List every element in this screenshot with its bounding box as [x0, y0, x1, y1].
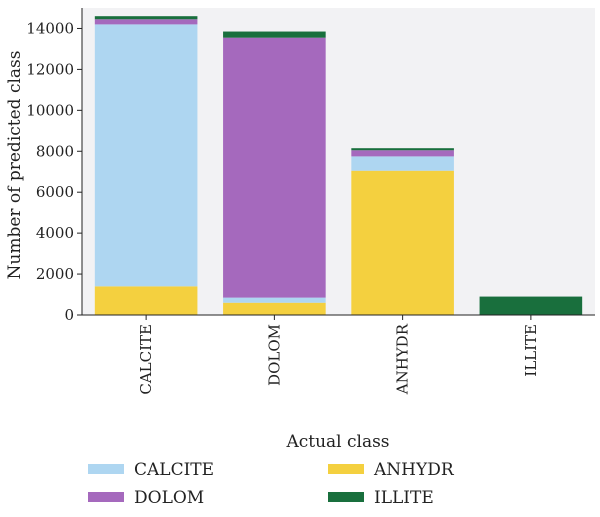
legend-label-illite: ILLITE [374, 488, 434, 508]
y-tick-label: 4000 [36, 224, 74, 242]
y-tick-label: 0 [64, 306, 74, 324]
bar-calcite-anhydr [94, 286, 198, 315]
y-axis: 0 2000 4000 6000 8000 10000 12000 14000 [26, 8, 83, 324]
y-tick-label: 14000 [26, 19, 74, 37]
y-tick-label: 6000 [36, 183, 74, 201]
bar-anhydr-calcite [351, 156, 454, 171]
x-tick-label: ANHYDR [394, 323, 412, 395]
bar-anhydr-illite [351, 148, 454, 151]
legend: CALCITE ANHYDR DOLOM ILLITE [88, 460, 455, 508]
y-tick-label: 10000 [26, 101, 74, 119]
bar-dolom-illite [223, 31, 326, 38]
y-tick-label: 12000 [26, 60, 74, 78]
legend-label-calcite: CALCITE [134, 460, 214, 480]
bar-dolom-calcite [223, 297, 326, 303]
legend-swatch-calcite [88, 464, 124, 474]
x-axis: CALCITE DOLOM ANHYDR ILLITE [82, 314, 595, 395]
bar-illite-illite [479, 296, 583, 315]
bar-anhydr-dolom [351, 150, 454, 157]
y-tick-label: 2000 [36, 265, 74, 283]
x-tick-label: DOLOM [265, 324, 283, 386]
legend-swatch-illite [328, 492, 364, 502]
legend-swatch-dolom [88, 492, 124, 502]
bar-anhydr-anhydr [351, 170, 454, 315]
bar-calcite-dolom [94, 19, 198, 25]
y-axis-title: Number of predicted class [5, 51, 25, 280]
bars [94, 16, 583, 315]
bar-calcite-illite [94, 16, 198, 20]
bar-calcite-calcite [94, 24, 198, 287]
x-axis-title: Actual class [285, 432, 389, 452]
legend-label-anhydr: ANHYDR [373, 460, 455, 480]
legend-label-dolom: DOLOM [134, 488, 204, 508]
y-tick-label: 8000 [36, 142, 74, 160]
bar-dolom-anhydr [223, 302, 326, 315]
x-tick-label: CALCITE [137, 324, 155, 395]
legend-swatch-anhydr [328, 464, 364, 474]
x-tick-label: ILLITE [522, 324, 540, 377]
bar-dolom-dolom [223, 37, 326, 298]
